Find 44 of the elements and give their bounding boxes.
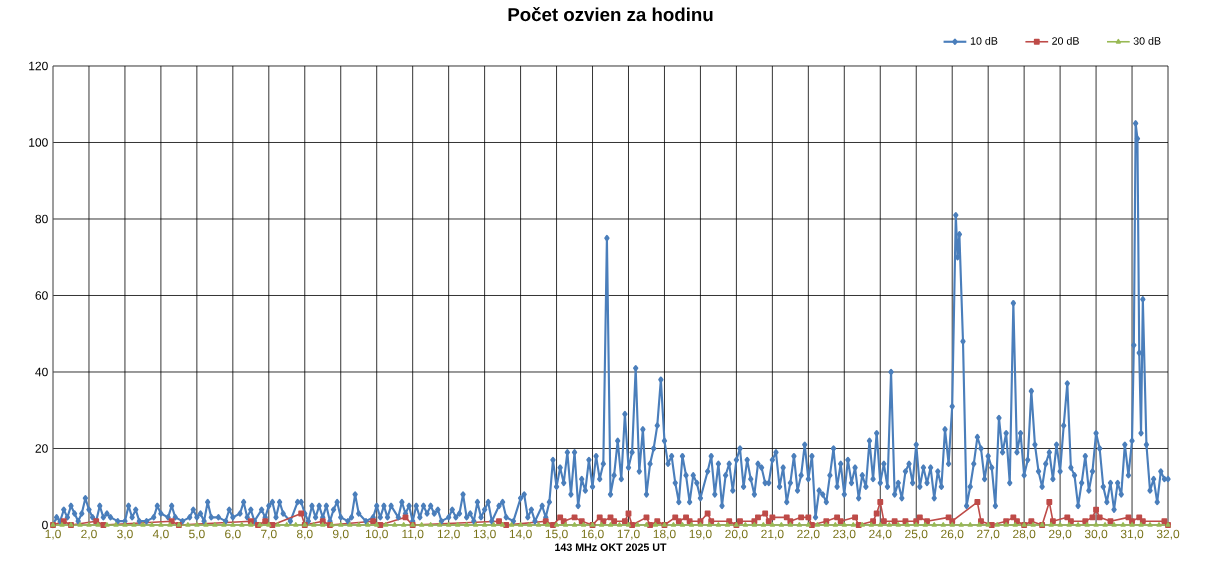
y-tick-label: 40 bbox=[35, 367, 48, 377]
x-tick-label: 30,0 bbox=[1084, 529, 1108, 540]
y-tick-label: 0 bbox=[42, 520, 48, 530]
x-tick-label: 25,0 bbox=[905, 529, 928, 540]
legend-label: 10 dB bbox=[970, 36, 998, 45]
y-tick-label: 120 bbox=[29, 61, 48, 71]
x-tick-label: 18,0 bbox=[653, 529, 676, 540]
x-tick-label: 28,0 bbox=[1013, 529, 1036, 540]
x-tick-label: 4,0 bbox=[152, 529, 169, 540]
legend-label: 20 dB bbox=[1052, 36, 1079, 45]
legend-label: 30 dB bbox=[1133, 36, 1161, 45]
x-axis-title: 143 MHz OKT 2025 UT bbox=[555, 543, 667, 552]
x-tick-label: 24,0 bbox=[869, 529, 892, 540]
x-tick-label: 29,0 bbox=[1049, 529, 1072, 540]
x-tick-label: 19,0 bbox=[689, 529, 712, 540]
x-tick-label: 27,0 bbox=[977, 529, 1000, 540]
x-tick-label: 7,0 bbox=[261, 529, 277, 540]
x-tick-label: 17,0 bbox=[617, 529, 640, 540]
y-tick-label: 80 bbox=[35, 214, 48, 224]
x-tick-label: 21,0 bbox=[761, 529, 784, 540]
x-tick-label: 20,0 bbox=[725, 529, 748, 540]
x-tick-label: 10,0 bbox=[365, 529, 388, 540]
chart-title: Počet ozvien za hodinu bbox=[508, 7, 713, 22]
x-tick-label: 22,0 bbox=[797, 529, 820, 540]
x-tick-label: 26,0 bbox=[941, 529, 964, 540]
x-tick-label: 8,0 bbox=[296, 529, 313, 540]
x-tick-label: 15,0 bbox=[545, 529, 568, 540]
x-tick-label: 31,0 bbox=[1120, 529, 1144, 540]
x-tick-label: 5,0 bbox=[189, 529, 205, 540]
x-tick-label: 2,0 bbox=[81, 529, 97, 540]
x-tick-label: 3,0 bbox=[117, 529, 133, 540]
y-tick-label: 60 bbox=[35, 291, 48, 300]
x-tick-label: 16,0 bbox=[581, 529, 604, 540]
x-tick-label: 9,0 bbox=[332, 529, 349, 540]
y-tick-label: 100 bbox=[29, 138, 48, 147]
x-tick-label: 6,0 bbox=[225, 529, 241, 540]
x-tick-label: 12,0 bbox=[437, 529, 460, 540]
x-tick-label: 23,0 bbox=[833, 529, 856, 540]
x-tick-label: 11,0 bbox=[402, 529, 424, 540]
x-tick-label: 14,0 bbox=[509, 529, 532, 540]
x-tick-label: 13,0 bbox=[473, 529, 496, 540]
x-tick-label: 1,0 bbox=[45, 529, 61, 540]
y-tick-label: 20 bbox=[35, 444, 48, 453]
x-tick-label: 32,0 bbox=[1156, 529, 1180, 540]
